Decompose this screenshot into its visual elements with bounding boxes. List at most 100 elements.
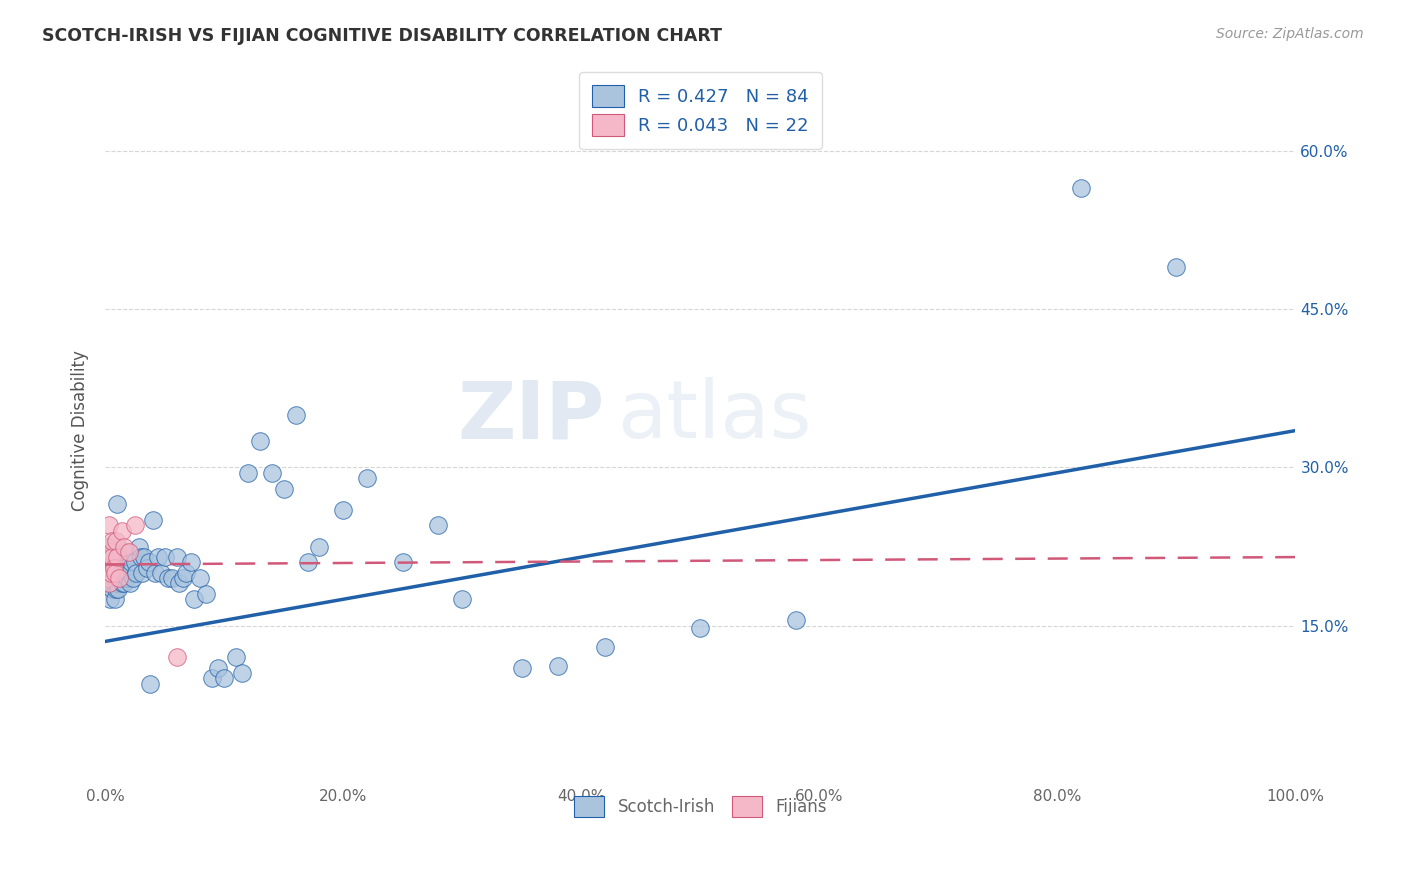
- Point: [212, 671, 235, 685]
- Point: [107, 566, 129, 580]
- Point: [97, 576, 120, 591]
- Point: [104, 534, 127, 549]
- Point: [98, 550, 121, 565]
- Point: [97, 540, 120, 554]
- Point: [107, 582, 129, 596]
- Point: [150, 566, 173, 580]
- Point: [112, 571, 135, 585]
- Point: [114, 545, 136, 559]
- Point: [249, 434, 271, 449]
- Point: [153, 550, 176, 565]
- Point: [104, 582, 127, 596]
- Point: [98, 592, 121, 607]
- Point: [180, 555, 202, 569]
- Point: [103, 571, 125, 585]
- Point: [110, 550, 132, 565]
- Point: [120, 555, 142, 569]
- Point: [101, 550, 124, 565]
- Point: [174, 566, 197, 580]
- Point: [190, 571, 212, 585]
- Point: [166, 550, 188, 565]
- Point: [101, 582, 124, 596]
- Point: [172, 571, 194, 585]
- Point: [98, 571, 121, 585]
- Point: [117, 566, 139, 580]
- Point: [142, 513, 165, 527]
- Point: [97, 566, 120, 580]
- Point: [97, 540, 120, 554]
- Point: [111, 576, 134, 591]
- Point: [201, 671, 224, 685]
- Point: [128, 540, 150, 554]
- Point: [103, 555, 125, 569]
- Point: [284, 408, 307, 422]
- Point: [356, 471, 378, 485]
- Point: [112, 576, 135, 591]
- Point: [1070, 181, 1092, 195]
- Point: [160, 571, 183, 585]
- Text: Source: ZipAtlas.com: Source: ZipAtlas.com: [1216, 27, 1364, 41]
- Point: [593, 640, 616, 654]
- Point: [97, 571, 120, 585]
- Point: [100, 576, 122, 591]
- Point: [297, 555, 319, 569]
- Point: [1166, 260, 1188, 275]
- Point: [96, 550, 118, 565]
- Point: [96, 550, 118, 565]
- Point: [391, 555, 413, 569]
- Point: [121, 571, 143, 585]
- Point: [101, 550, 124, 565]
- Y-axis label: Cognitive Disability: Cognitive Disability: [72, 351, 89, 511]
- Point: [134, 550, 156, 565]
- Legend: Scotch-Irish, Fijians: Scotch-Irish, Fijians: [565, 788, 835, 825]
- Point: [108, 560, 131, 574]
- Point: [97, 518, 120, 533]
- Point: [111, 524, 134, 538]
- Point: [101, 534, 124, 549]
- Text: atlas: atlas: [617, 377, 811, 456]
- Point: [100, 545, 122, 559]
- Point: [427, 518, 450, 533]
- Point: [105, 576, 128, 591]
- Point: [112, 555, 135, 569]
- Point: [125, 566, 148, 580]
- Point: [97, 576, 120, 591]
- Point: [131, 566, 153, 580]
- Point: [308, 540, 330, 554]
- Point: [108, 571, 131, 585]
- Point: [207, 661, 229, 675]
- Text: SCOTCH-IRISH VS FIJIAN COGNITIVE DISABILITY CORRELATION CHART: SCOTCH-IRISH VS FIJIAN COGNITIVE DISABIL…: [42, 27, 723, 45]
- Point: [97, 555, 120, 569]
- Point: [115, 571, 138, 585]
- Point: [225, 650, 247, 665]
- Point: [98, 560, 121, 574]
- Point: [689, 621, 711, 635]
- Point: [135, 560, 157, 574]
- Point: [138, 555, 160, 569]
- Point: [146, 550, 169, 565]
- Point: [167, 576, 190, 591]
- Point: [96, 566, 118, 580]
- Point: [236, 466, 259, 480]
- Point: [143, 566, 166, 580]
- Point: [97, 571, 120, 585]
- Point: [785, 613, 807, 627]
- Point: [118, 566, 141, 580]
- Point: [139, 676, 162, 690]
- Point: [124, 518, 146, 533]
- Point: [124, 555, 146, 569]
- Point: [104, 560, 127, 574]
- Point: [183, 592, 205, 607]
- Point: [112, 540, 135, 554]
- Point: [510, 661, 533, 675]
- Point: [110, 566, 132, 580]
- Point: [157, 571, 180, 585]
- Point: [105, 550, 128, 565]
- Point: [231, 666, 253, 681]
- Point: [104, 571, 127, 585]
- Point: [100, 560, 122, 574]
- Point: [100, 566, 122, 580]
- Point: [260, 466, 283, 480]
- Point: [104, 566, 127, 580]
- Point: [129, 550, 152, 565]
